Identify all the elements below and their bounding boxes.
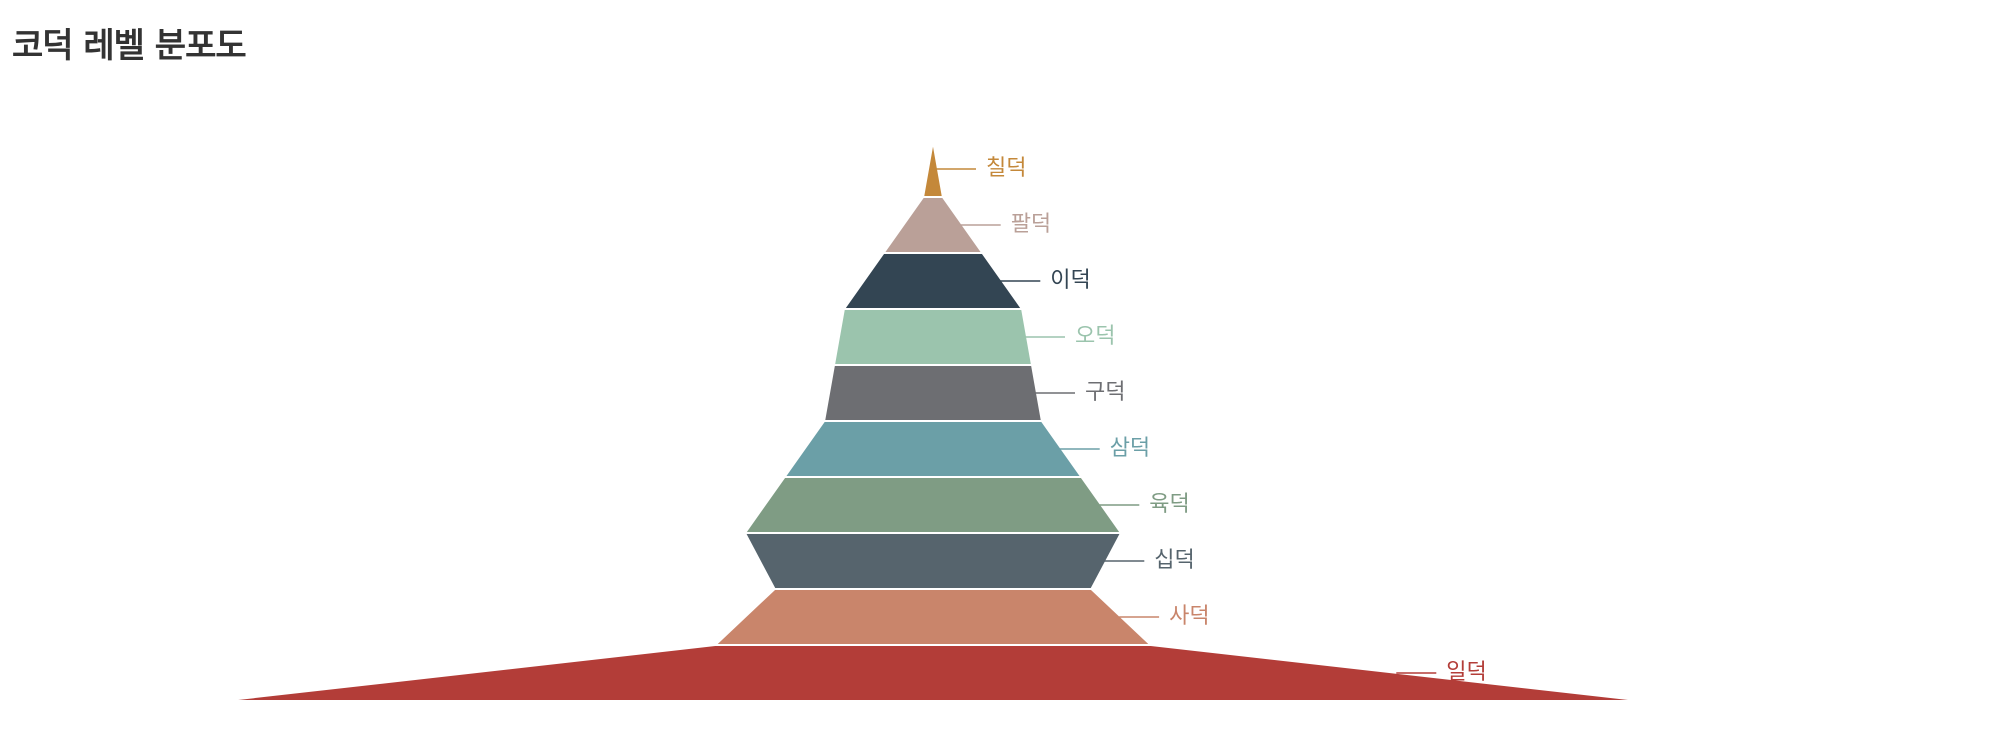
- funnel-label-8: 십덕: [1154, 548, 1194, 573]
- funnel-layer-4[interactable]: [832, 308, 1034, 366]
- funnel-layers: [220, 140, 1646, 702]
- funnel-label-7: 육덕: [1149, 492, 1189, 517]
- funnel-label-2: 팔덕: [1011, 212, 1051, 237]
- funnel-layer-8[interactable]: [743, 532, 1123, 590]
- funnel-layer-9[interactable]: [712, 588, 1154, 646]
- funnel-label-4: 오덕: [1075, 324, 1115, 349]
- chart-title: 코덕 레벨 분포도: [12, 26, 247, 66]
- funnel-label-5: 구덕: [1085, 380, 1125, 405]
- funnel-layer-6[interactable]: [782, 420, 1084, 478]
- funnel-label-3: 이덕: [1050, 268, 1090, 293]
- funnel-label-1: 칠덕: [986, 156, 1026, 181]
- funnel-layer-5[interactable]: [822, 364, 1044, 422]
- funnel-label-6: 삼덕: [1110, 436, 1150, 461]
- funnel-layer-7[interactable]: [742, 476, 1124, 534]
- funnel-layer-3[interactable]: [841, 252, 1025, 310]
- funnel-label-10: 일덕: [1446, 660, 1486, 685]
- funnel-layer-10[interactable]: [220, 644, 1646, 702]
- funnel-label-9: 사덕: [1169, 604, 1209, 629]
